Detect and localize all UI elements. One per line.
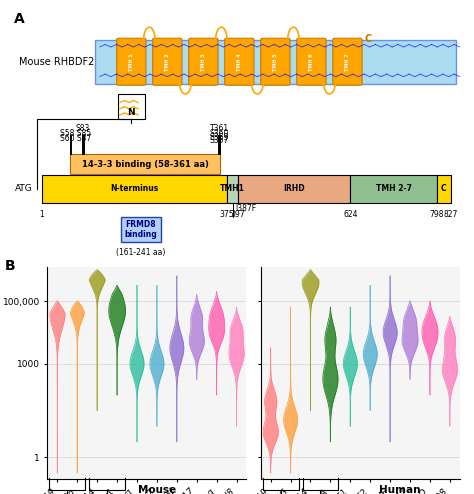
Text: S58 S85: S58 S85 (60, 129, 91, 138)
FancyBboxPatch shape (238, 175, 350, 203)
Text: S60 S87: S60 S87 (60, 134, 91, 143)
Text: N-terminus: N-terminus (110, 184, 158, 194)
Text: TMH 2-7: TMH 2-7 (375, 184, 411, 194)
Text: IRHD: IRHD (283, 184, 305, 194)
Text: I387F: I387F (235, 204, 256, 213)
Text: T361: T361 (210, 124, 229, 133)
Text: TMH1: TMH1 (220, 184, 245, 194)
Text: TMH 1: TMH 1 (129, 53, 134, 71)
Text: 827: 827 (444, 210, 458, 219)
Text: TMH 6: TMH 6 (309, 53, 314, 71)
Text: N: N (128, 108, 135, 118)
Text: TMH 4: TMH 4 (237, 53, 242, 71)
Text: TMH 7: TMH 7 (345, 53, 350, 71)
Text: S360: S360 (210, 129, 229, 138)
Text: C: C (365, 34, 372, 44)
FancyBboxPatch shape (225, 39, 254, 85)
FancyBboxPatch shape (189, 39, 218, 85)
FancyBboxPatch shape (437, 175, 451, 203)
FancyBboxPatch shape (297, 39, 326, 85)
FancyBboxPatch shape (117, 39, 146, 85)
Text: C: C (441, 184, 447, 194)
Text: (161-241 aa): (161-241 aa) (116, 248, 165, 257)
Text: B: B (5, 259, 15, 273)
Text: Mouse: Mouse (138, 486, 176, 494)
FancyBboxPatch shape (70, 154, 220, 174)
Text: 1: 1 (39, 210, 44, 219)
Text: TMH 5: TMH 5 (273, 53, 278, 71)
FancyBboxPatch shape (261, 39, 290, 85)
FancyBboxPatch shape (153, 39, 182, 85)
FancyBboxPatch shape (95, 40, 456, 84)
Text: S83: S83 (75, 124, 90, 133)
FancyBboxPatch shape (42, 175, 227, 203)
Text: FRMD8
binding: FRMD8 binding (125, 220, 157, 240)
FancyBboxPatch shape (121, 217, 161, 242)
FancyBboxPatch shape (118, 94, 145, 119)
Text: S357: S357 (210, 136, 229, 145)
Text: Mouse RHBDF2: Mouse RHBDF2 (18, 57, 94, 67)
Text: ATG: ATG (15, 184, 32, 194)
Text: 624: 624 (343, 210, 358, 219)
Text: 798: 798 (429, 210, 444, 219)
FancyBboxPatch shape (350, 175, 437, 203)
Text: A: A (14, 12, 25, 26)
Text: Human: Human (379, 486, 421, 494)
FancyBboxPatch shape (227, 175, 238, 203)
Text: TMH 2: TMH 2 (165, 53, 170, 71)
Text: 397: 397 (231, 210, 245, 219)
Text: S359: S359 (210, 132, 229, 142)
Text: TMH 3: TMH 3 (201, 53, 206, 71)
Text: 14-3-3 binding (58-361 aa): 14-3-3 binding (58-361 aa) (82, 160, 209, 169)
Text: 375: 375 (220, 210, 234, 219)
FancyBboxPatch shape (333, 39, 362, 85)
